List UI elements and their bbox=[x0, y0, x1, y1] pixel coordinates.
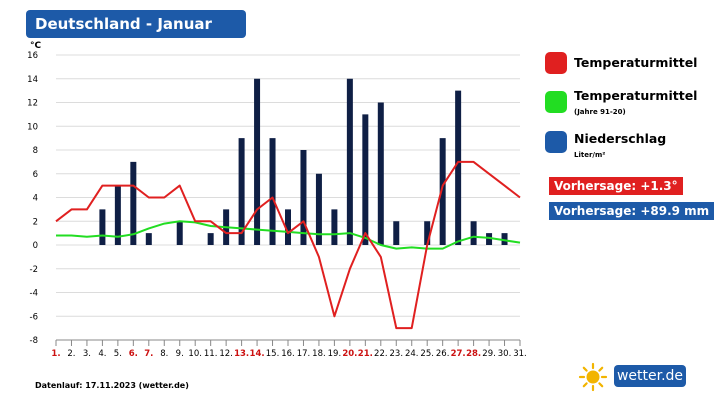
forecast-precip-badge: Vorhersage: +89.9 mm bbox=[549, 202, 715, 220]
precip-bar bbox=[207, 233, 214, 245]
x-tick-label: 7. bbox=[144, 349, 153, 359]
precip-bar bbox=[486, 233, 493, 245]
x-tick-label: 26. bbox=[436, 349, 450, 359]
precip-bar bbox=[331, 209, 338, 245]
legend-temp-label: Temperaturmittel bbox=[574, 55, 698, 70]
grid bbox=[56, 54, 520, 341]
x-tick-label: 9. bbox=[176, 349, 184, 359]
precip-bar bbox=[455, 90, 462, 245]
y-tick-label: 16 bbox=[27, 51, 38, 61]
legend-temp-norm-sub: (Jahre 91-20) bbox=[574, 108, 626, 116]
precip-bar bbox=[346, 78, 353, 245]
legend-temp-norm-swatch bbox=[545, 91, 567, 113]
forecast-temp-badge: Vorhersage: +1.3° bbox=[549, 177, 683, 195]
x-tick-label: 1. bbox=[51, 349, 60, 359]
x-tick-label: 20. bbox=[342, 349, 357, 359]
chart-title: Deutschland - Januar bbox=[26, 10, 246, 38]
x-tick-label: 10. bbox=[188, 349, 202, 359]
y-axis-label: °C bbox=[30, 41, 42, 51]
x-tick-label: 11. bbox=[204, 349, 218, 359]
x-tick-label: 19. bbox=[328, 349, 342, 359]
y-tick-label: 6 bbox=[33, 170, 38, 180]
precip-bar bbox=[254, 78, 261, 245]
x-tick-label: 17. bbox=[297, 349, 311, 359]
x-tick-label: 28. bbox=[466, 349, 481, 359]
x-tick-label: 8. bbox=[160, 349, 168, 359]
precip-bar bbox=[99, 209, 106, 245]
precip-bar bbox=[145, 233, 152, 245]
precip-bar bbox=[501, 233, 508, 245]
x-tick-label: 23. bbox=[390, 349, 404, 359]
precip-bar bbox=[470, 221, 477, 245]
precip-bar bbox=[285, 209, 291, 245]
footer-note: Datenlauf: 17.11.2023 (wetter.de) bbox=[35, 381, 189, 390]
precip-bars bbox=[99, 78, 508, 245]
x-tick-label: 12. bbox=[219, 349, 233, 359]
precip-bar bbox=[393, 221, 400, 245]
y-tick-label: 4 bbox=[33, 194, 38, 204]
legend-precip-label: Niederschlag bbox=[574, 131, 667, 146]
x-tick-label: 13. bbox=[234, 349, 249, 359]
y-tick-label: -6 bbox=[30, 312, 38, 322]
y-tick-label: 2 bbox=[33, 217, 38, 227]
x-tick-label: 6. bbox=[129, 349, 138, 359]
x-tick-label: 3. bbox=[83, 349, 91, 359]
temp-line bbox=[55, 160, 521, 330]
y-tick-label: 10 bbox=[27, 122, 38, 132]
precip-bar bbox=[315, 173, 322, 245]
x-tick-label: 21. bbox=[358, 349, 373, 359]
y-tick-label: -4 bbox=[30, 289, 38, 299]
precip-bar bbox=[269, 138, 276, 245]
precip-bar bbox=[439, 138, 446, 245]
brand-logo[interactable]: wetter.de bbox=[578, 361, 690, 392]
sun-icon bbox=[578, 362, 608, 392]
precip-bar bbox=[130, 161, 137, 245]
x-tick-label: 31. bbox=[513, 349, 527, 359]
y-axis-ticks: 16 14 12 10 8 6 4 2 0 -2 -4 -6 -8 bbox=[27, 51, 38, 346]
x-axis: 1. 2. 3. 4. 5. 6. 7. 8. 9. 10. 11. 12. 13. 14. 15. 16. 1… bbox=[51, 340, 527, 359]
temp-lines bbox=[55, 160, 521, 330]
x-tick-label: 22. bbox=[374, 349, 388, 359]
x-tick-label: 24. bbox=[405, 349, 419, 359]
x-tick-label: 27. bbox=[451, 349, 466, 359]
legend-temp-norm-label: Temperaturmittel bbox=[574, 88, 698, 103]
precip-bar bbox=[176, 221, 183, 245]
precip-bar bbox=[114, 185, 121, 245]
brand-label: wetter.de bbox=[614, 365, 686, 387]
precip-bar bbox=[377, 102, 384, 245]
y-tick-label: -2 bbox=[30, 265, 38, 275]
precip-bar bbox=[362, 114, 369, 245]
y-tick-label: 14 bbox=[27, 75, 38, 85]
x-tick-label: 18. bbox=[312, 349, 326, 359]
legend-temp-swatch bbox=[545, 52, 567, 74]
precip-bar bbox=[424, 221, 431, 245]
x-tick-label: 25. bbox=[420, 349, 434, 359]
y-tick-label: 12 bbox=[27, 99, 38, 109]
legend-precip-unit: Liter/m² bbox=[574, 151, 606, 159]
x-tick-label: 16. bbox=[281, 349, 295, 359]
x-tick-label: 4. bbox=[98, 349, 106, 359]
x-tick-label: 30. bbox=[498, 349, 512, 359]
x-tick-label: 29. bbox=[482, 349, 496, 359]
y-tick-label: 8 bbox=[33, 146, 38, 156]
x-tick-label: 5. bbox=[114, 349, 122, 359]
precip-bar bbox=[300, 150, 307, 245]
precip-bar bbox=[238, 138, 245, 245]
x-tick-label: 15. bbox=[266, 349, 280, 359]
x-tick-label: 2. bbox=[67, 349, 75, 359]
x-tick-label: 14. bbox=[250, 349, 265, 359]
y-tick-label: -8 bbox=[30, 336, 38, 346]
legend-precip-swatch bbox=[545, 131, 567, 153]
y-tick-label: 0 bbox=[33, 241, 38, 251]
